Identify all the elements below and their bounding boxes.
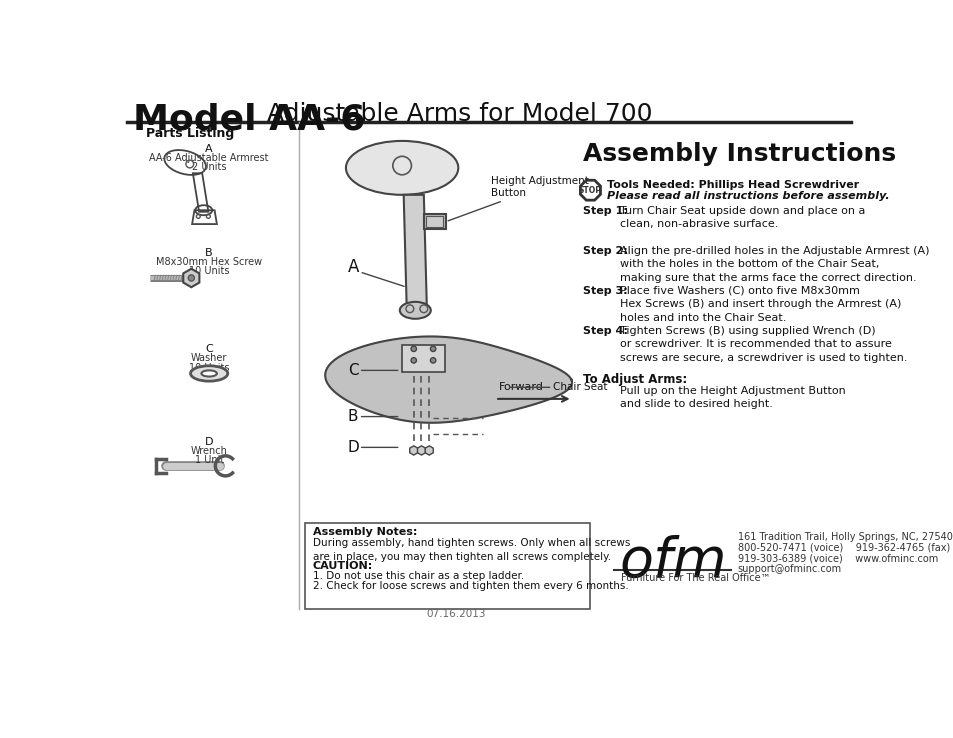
Text: Parts Listing: Parts Listing bbox=[146, 127, 234, 140]
Text: 919-303-6389 (voice)    www.ofminc.com: 919-303-6389 (voice) www.ofminc.com bbox=[737, 554, 937, 564]
Text: 1 Unit: 1 Unit bbox=[194, 455, 224, 465]
Text: Step 4:: Step 4: bbox=[582, 325, 627, 336]
Text: Washer: Washer bbox=[191, 354, 227, 363]
Text: Place five Washers (C) onto five M8x30mm
Hex Screws (B) and insert through the A: Place five Washers (C) onto five M8x30mm… bbox=[619, 286, 901, 323]
Bar bbox=[402, 345, 444, 372]
Text: Step 1:: Step 1: bbox=[582, 206, 627, 215]
Bar bbox=[426, 216, 443, 227]
Text: Turn Chair Seat upside down and place on a
clean, non-abrasive surface.: Turn Chair Seat upside down and place on… bbox=[619, 206, 864, 230]
Text: Model AA-6: Model AA-6 bbox=[133, 103, 365, 137]
Text: Chair Seat: Chair Seat bbox=[553, 382, 607, 393]
Text: support@ofminc.com: support@ofminc.com bbox=[737, 565, 841, 574]
Text: Assembly Instructions: Assembly Instructions bbox=[582, 142, 895, 167]
Text: C: C bbox=[348, 363, 358, 378]
Text: 800-520-7471 (voice)    919-362-4765 (fax): 800-520-7471 (voice) 919-362-4765 (fax) bbox=[737, 543, 949, 553]
Text: C: C bbox=[205, 344, 213, 354]
Text: CAUTION:: CAUTION: bbox=[313, 562, 373, 571]
Polygon shape bbox=[183, 269, 199, 287]
Text: Assembly Notes:: Assembly Notes: bbox=[313, 528, 416, 537]
Bar bbox=[423, 214, 445, 230]
Text: 1. Do not use this chair as a step ladder.: 1. Do not use this chair as a step ladde… bbox=[313, 571, 524, 582]
Polygon shape bbox=[417, 446, 425, 455]
Ellipse shape bbox=[191, 366, 228, 381]
Text: 07.16.2013: 07.16.2013 bbox=[426, 609, 486, 619]
Circle shape bbox=[430, 358, 436, 363]
Text: During assembly, hand tighten screws. Only when all screws
are in place, you may: During assembly, hand tighten screws. On… bbox=[313, 538, 630, 562]
Text: 161 Tradition Trail, Holly Springs, NC, 27540: 161 Tradition Trail, Holly Springs, NC, … bbox=[737, 532, 952, 542]
Text: Furniture For The Real Office™: Furniture For The Real Office™ bbox=[620, 573, 770, 583]
Ellipse shape bbox=[346, 141, 457, 195]
Circle shape bbox=[188, 275, 194, 281]
Text: B: B bbox=[205, 248, 213, 258]
Text: To Adjust Arms:: To Adjust Arms: bbox=[582, 373, 686, 387]
Text: Wrench: Wrench bbox=[191, 446, 228, 456]
Text: Align the pre-drilled holes in the Adjustable Armrest (A)
with the holes in the : Align the pre-drilled holes in the Adjus… bbox=[619, 246, 928, 283]
Text: Forward: Forward bbox=[498, 382, 543, 392]
Text: 2 Units: 2 Units bbox=[192, 162, 226, 173]
Text: Step 2:: Step 2: bbox=[582, 246, 627, 255]
Text: Pull up on the Height Adjustment Button
and slide to desired height.: Pull up on the Height Adjustment Button … bbox=[619, 386, 844, 410]
Text: STOP: STOP bbox=[578, 186, 601, 195]
Circle shape bbox=[430, 346, 436, 351]
Polygon shape bbox=[409, 446, 417, 455]
Circle shape bbox=[411, 346, 416, 351]
Text: ofm: ofm bbox=[618, 535, 726, 588]
Ellipse shape bbox=[201, 370, 216, 376]
Text: D: D bbox=[205, 437, 213, 446]
Text: A: A bbox=[348, 258, 359, 276]
Polygon shape bbox=[403, 195, 427, 310]
Text: 2. Check for loose screws and tighten them every 6 months.: 2. Check for loose screws and tighten th… bbox=[313, 582, 628, 591]
Text: Tools Needed: Phillips Head Screwdriver: Tools Needed: Phillips Head Screwdriver bbox=[607, 180, 859, 190]
Text: Adjustable Arms for Model 700: Adjustable Arms for Model 700 bbox=[251, 103, 652, 126]
Text: 10 Units: 10 Units bbox=[189, 266, 229, 277]
Text: B: B bbox=[348, 409, 358, 424]
Text: Height Adjustment
Button: Height Adjustment Button bbox=[448, 176, 589, 221]
Text: Step 3:: Step 3: bbox=[582, 286, 627, 296]
Text: Please read all instructions before assembly.: Please read all instructions before asse… bbox=[607, 190, 889, 201]
Circle shape bbox=[411, 358, 416, 363]
Text: A: A bbox=[205, 144, 213, 154]
Text: 10 Units: 10 Units bbox=[189, 362, 229, 373]
Text: AA-6 Adjustable Armrest: AA-6 Adjustable Armrest bbox=[150, 154, 269, 163]
Text: Tighten Screws (B) using supplied Wrench (D)
or screwdriver. It is recommended t: Tighten Screws (B) using supplied Wrench… bbox=[619, 325, 906, 363]
Ellipse shape bbox=[399, 302, 431, 319]
Text: M8x30mm Hex Screw: M8x30mm Hex Screw bbox=[156, 257, 262, 267]
Text: D: D bbox=[348, 440, 359, 455]
Polygon shape bbox=[425, 446, 433, 455]
Polygon shape bbox=[325, 337, 572, 423]
